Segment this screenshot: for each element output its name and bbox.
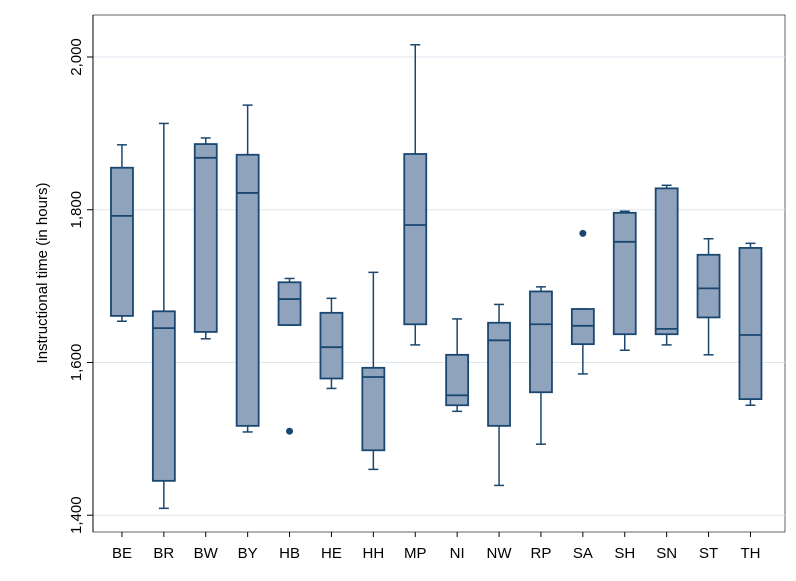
x-tick-label: BE [112, 545, 132, 562]
y-axis-title: Instructional time (in hours) [34, 183, 51, 364]
x-tick-label: BY [238, 545, 258, 562]
x-tick-label: NI [450, 545, 465, 562]
x-tick-label: HH [363, 545, 385, 562]
box [193, 143, 218, 333]
outlier [286, 427, 294, 435]
y-tick-label: 1,800 [68, 191, 85, 229]
y-tick-label: 1,600 [68, 344, 85, 382]
box [529, 290, 553, 394]
x-tick-label: RP [531, 545, 552, 562]
box [696, 253, 721, 319]
x-tick-label: BW [194, 545, 219, 562]
x-tick-label: TH [740, 545, 760, 562]
x-tick-label: HB [279, 545, 300, 562]
box [612, 211, 637, 336]
box [487, 321, 511, 427]
x-tick-label: BR [153, 545, 174, 562]
x-tick-label: SA [573, 545, 593, 562]
y-tick-label: 2,000 [68, 38, 85, 76]
x-tick-label: ST [699, 545, 718, 562]
box [277, 281, 302, 326]
x-tick-label: NW [487, 545, 513, 562]
x-tick-label: SN [656, 545, 677, 562]
box [738, 247, 763, 401]
x-tick-label: MP [404, 545, 427, 562]
box [403, 153, 428, 326]
box [110, 166, 134, 317]
box [654, 187, 679, 336]
box [445, 353, 470, 407]
box [319, 311, 344, 380]
y-tick-label: 1,400 [68, 496, 85, 534]
outlier [579, 229, 587, 237]
x-tick-label: SH [614, 545, 635, 562]
box [361, 366, 386, 452]
x-tick-label: HE [321, 545, 342, 562]
box [235, 153, 260, 427]
box [151, 310, 176, 482]
